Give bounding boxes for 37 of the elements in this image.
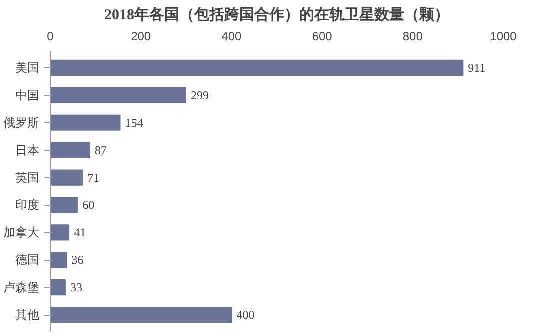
bar — [50, 170, 84, 186]
x-tick-label: 0 — [47, 30, 54, 44]
bar — [50, 280, 66, 296]
y-tick-label: 英国 — [16, 170, 40, 185]
x-tick-label: 200 — [131, 30, 152, 44]
x-tick-label: 800 — [402, 30, 424, 44]
bar — [50, 114, 121, 131]
y-tick-label: 日本 — [16, 143, 40, 158]
y-tick-label: 加拿大 — [4, 226, 40, 240]
data-label: 400 — [236, 308, 255, 322]
bar — [50, 87, 186, 104]
y-tick-label: 印度 — [16, 198, 40, 212]
data-label: 33 — [70, 280, 82, 295]
data-label: 154 — [125, 116, 144, 130]
data-label: 36 — [72, 253, 84, 268]
data-label: 911 — [468, 60, 486, 75]
bar — [50, 142, 90, 158]
bar — [50, 60, 464, 76]
y-tick-label: 俄罗斯 — [4, 116, 40, 130]
data-label: 60 — [82, 198, 95, 212]
chart-title: 2018年各国（包括跨国合作）的在轨卫星数量（颗） — [104, 6, 450, 24]
bar — [50, 197, 78, 214]
bar — [50, 306, 232, 324]
y-tick-label: 卢森堡 — [4, 280, 40, 295]
x-tick-label: 600 — [312, 30, 333, 44]
bar — [50, 224, 70, 241]
data-label: 71 — [88, 170, 100, 185]
y-tick-label: 德国 — [16, 253, 40, 268]
data-label: 87 — [94, 143, 107, 158]
y-tick-label: 美国 — [16, 60, 40, 75]
x-tick-label: 1000 — [490, 30, 518, 44]
data-label: 299 — [190, 88, 209, 102]
y-tick-label: 中国 — [16, 88, 40, 102]
x-tick-label: 400 — [222, 30, 242, 44]
bar — [50, 252, 68, 268]
data-label: 41 — [74, 226, 86, 240]
y-tick-label: 其他 — [16, 308, 40, 322]
